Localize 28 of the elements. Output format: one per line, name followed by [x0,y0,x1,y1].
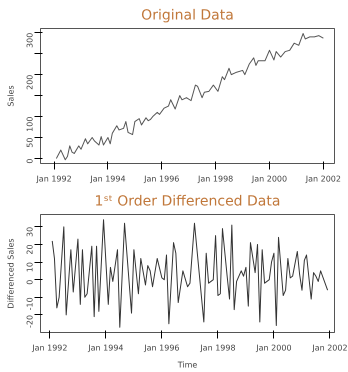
x-tick-label: Jan 2000 [255,344,292,352]
chart-title: 1ˢᵗ Order Differenced Data [94,194,280,210]
y-tick-label: -20 [26,314,34,328]
x-tick-label: Jan 1992 [35,174,72,184]
x-tick-label: Jan 2002 [304,174,341,184]
x-tick-label: Jan 2000 [250,174,288,184]
x-tick-label: Jan 2002 [311,344,348,352]
x-tick-label: Jan 1998 [197,174,234,184]
y-tick-label: 10 [26,262,34,272]
y-axis-title: Differenced Sales [6,238,16,309]
y-tick-label: -10 [26,297,34,310]
y-tick-label: 0 [26,280,34,285]
y-axis-title: Sales [6,85,16,107]
y-tick-label: 20 [26,244,34,255]
x-tick-label: Jan 1992 [31,344,68,352]
y-tick-label: 300 [26,32,34,48]
y-tick-label: 100 [26,116,34,132]
y-tick-label: 50 [26,138,34,148]
x-tick-label: Jan 1998 [199,344,236,352]
x-tick-label: Jan 1994 [89,174,126,184]
x-tick-label: Jan 1996 [143,174,180,184]
y-tick-label: 200 [26,74,34,90]
chart-title: Original Data [141,8,234,24]
y-tick-label: 0 [26,158,34,164]
x-tick-label: Jan 1996 [143,344,180,352]
x-axis-title: Time [176,360,198,370]
y-tick-label: 30 [26,226,34,238]
x-tick-label: Jan 1994 [87,344,124,352]
